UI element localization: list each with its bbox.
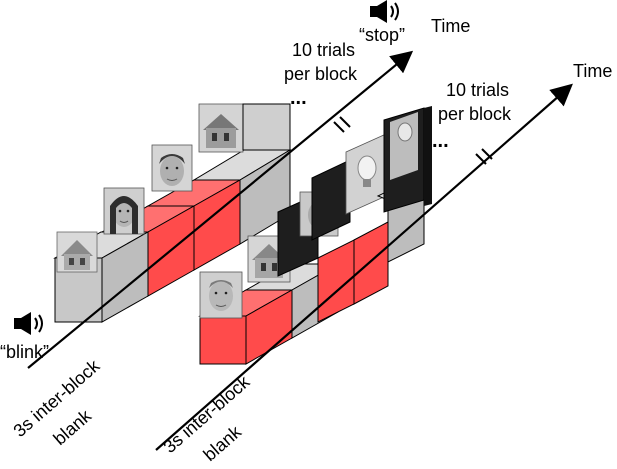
time-label-bottom: Time [573, 61, 612, 81]
ellipsis-bottom: ... [432, 130, 449, 152]
face-photo-2 [151, 144, 193, 192]
bottom-track [155, 83, 573, 451]
blank-left-line2: blank [50, 405, 96, 449]
top-break-mark-1 [333, 121, 345, 133]
stop-cue-label: “stop” [359, 25, 405, 45]
top-track [27, 50, 414, 369]
lightbulb-photo-2 [390, 112, 418, 180]
speaker-icon [370, 0, 399, 23]
top-time-arrow [27, 50, 414, 369]
face-photo-3 [199, 271, 243, 319]
bottom-red-block-3 [353, 221, 389, 305]
lightbulb-photo [345, 133, 387, 215]
blink-cue-label: “blink” [0, 342, 49, 362]
blink-screen-2 [311, 159, 351, 241]
trials-top-line2: per block [284, 64, 358, 84]
trials-bottom-line1: 10 trials [446, 80, 509, 100]
time-label-top: Time [431, 16, 470, 36]
house-photo [56, 231, 98, 273]
speaker-icon [14, 312, 43, 335]
top-break-mark-2 [339, 116, 351, 128]
bottom-break-mark-1 [475, 153, 487, 165]
blank-right-line2: blank [200, 421, 246, 465]
house-photo-2 [198, 103, 244, 153]
face-photo-1 [103, 187, 145, 235]
bottom-time-arrow [155, 83, 573, 451]
trials-bottom-line2: per block [438, 104, 512, 124]
bottom-break-mark-2 [481, 148, 493, 160]
trials-top-line1: 10 trials [292, 40, 355, 60]
ellipsis-top: ... [290, 87, 307, 109]
